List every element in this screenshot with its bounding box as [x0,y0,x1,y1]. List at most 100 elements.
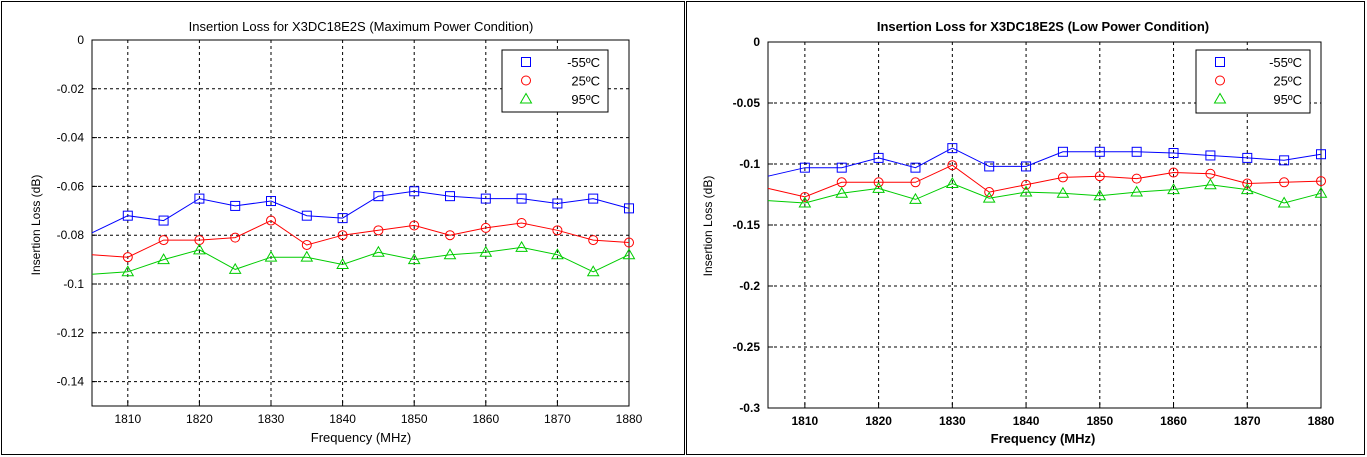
y-tick-label: -0.1 [739,157,760,171]
data-point [1279,155,1290,166]
data-point [1277,196,1291,208]
y-tick-label: -0.15 [733,218,761,232]
x-tick-label: 1870 [544,412,571,426]
data-point [1131,173,1142,184]
y-tick-label: -0.05 [733,96,761,110]
x-tick-label: 1870 [1234,414,1261,428]
legend-label: -55ºC [1269,55,1302,70]
data-point [122,210,133,221]
data-point [301,239,312,250]
data-point [516,218,527,228]
data-point [264,250,278,262]
data-point [945,177,959,189]
x-tick-label: 1850 [401,412,428,426]
y-tick-label: -0.2 [739,279,760,293]
legend-marker [519,92,533,104]
legend-marker [1215,75,1225,86]
x-tick-label: 1830 [258,412,285,426]
data-point [230,232,241,243]
data-point [835,186,849,198]
data-point [1240,183,1254,195]
data-point [624,203,634,214]
data-point [982,191,996,203]
data-point [409,220,420,231]
data-point [1057,146,1068,157]
x-tick-label: 1840 [1013,414,1040,428]
data-point [158,215,169,226]
data-point [300,250,314,262]
data-point [1021,161,1032,172]
data-point [910,177,921,188]
y-tick-label: -0.12 [57,326,85,340]
x-axis-label: Frequency (MHz) [991,431,1096,446]
y-tick-label: -0.06 [57,179,85,193]
data-point [1242,178,1253,189]
data-point [552,198,563,209]
data-point [301,210,312,221]
legend-marker [1215,57,1225,67]
data-point [373,191,384,202]
data-point [373,225,384,236]
data-point [1167,183,1180,195]
series-line-0 [767,147,1322,177]
data-point [624,237,634,248]
data-point [588,193,599,204]
x-tick-label: 1880 [1308,414,1335,428]
y-tick-label: -0.02 [57,82,85,96]
data-point [445,191,455,202]
series-line-1 [767,164,1322,198]
data-point [1314,186,1328,198]
data-point [1021,179,1032,190]
legend-label: 95ºC [1273,92,1302,107]
data-point [516,193,527,204]
data-point [230,200,241,211]
data-point [588,235,599,246]
y-tick-label: -0.1 [63,277,84,291]
legend-label: 95ºC [571,92,600,107]
y-tick-label: -0.3 [739,401,760,415]
data-point [337,213,348,224]
data-point [947,160,958,171]
x-tick-label: 1860 [472,412,499,426]
data-point [228,262,242,274]
data-point [445,230,455,241]
data-point [337,230,348,241]
data-point [479,245,493,257]
data-point [872,181,885,193]
data-point [1056,186,1070,198]
y-axis-label: Insertion Loss (dB) [701,176,715,277]
data-point [480,222,491,233]
data-point [798,196,812,208]
data-point [157,253,170,265]
y-tick-label: -0.08 [57,228,85,242]
series-line-0 [91,190,630,234]
chart-max-power: Insertion Loss for X3DC18E2S (Maximum Po… [29,19,643,445]
chart-low-power: Insertion Loss for X3DC18E2S (Low Power … [701,19,1335,446]
data-point [799,162,810,173]
left-panel-frame [1,1,685,455]
x-tick-label: 1880 [616,412,643,426]
data-point [1131,146,1142,157]
data-point [515,240,528,252]
data-point [1130,185,1144,197]
data-point [443,248,457,260]
chart-title: Insertion Loss for X3DC18E2S (Maximum Po… [189,19,534,34]
series-line-1 [91,220,630,258]
data-point [910,162,921,173]
data-point [1242,152,1253,163]
data-point [266,215,276,226]
data-point [193,243,206,255]
x-tick-label: 1820 [186,412,213,426]
data-point [799,191,810,202]
chart-title: Insertion Loss for X3DC18E2S (Low Power … [877,19,1209,34]
data-point [1168,167,1179,178]
x-tick-label: 1810 [114,412,141,426]
data-point [336,257,349,269]
data-point [947,143,958,154]
data-point [1093,189,1107,201]
data-point [1205,150,1216,161]
data-point [873,177,884,188]
plot-frame [767,41,1322,409]
